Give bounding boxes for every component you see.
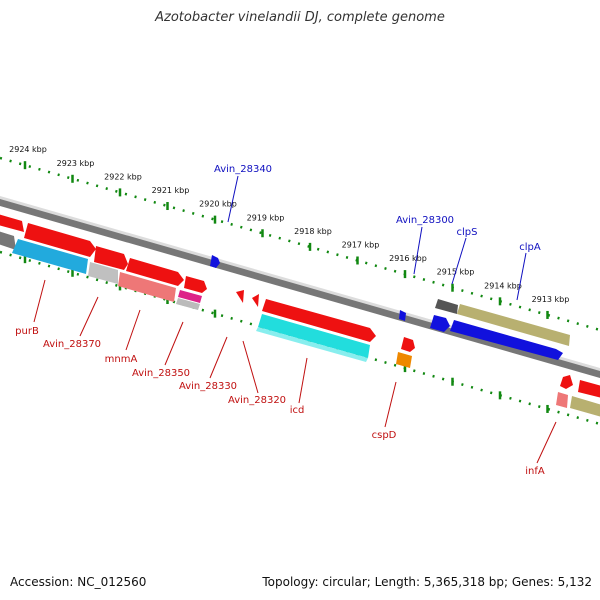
tick-label: 2914 kbp (484, 281, 522, 290)
cds-infa-upper (560, 375, 573, 389)
cds-icd-edge (256, 327, 368, 362)
cds-small-red-1 (236, 290, 244, 303)
reverse-gene-labels: purB Avin_28370 mnmA Avin_28350 Avin_283… (15, 326, 545, 477)
label-avin-28370: Avin_28370 (43, 339, 101, 350)
genome-summary-text: Topology: circular; Length: 5,365,318 bp… (262, 575, 592, 589)
tick-label: 2924 kbp (9, 145, 47, 154)
cds-28330-upper (184, 276, 207, 293)
forward-strand-genes (0, 214, 600, 398)
label-purb: purB (15, 326, 39, 337)
tick-label: 2920 kbp (199, 200, 237, 209)
label-avin-28320: Avin_28320 (228, 395, 286, 406)
cds-right-edge-lower (570, 396, 600, 417)
label-clpa: clpA (519, 242, 541, 253)
cds-icd-upper (262, 299, 376, 342)
tick-label: 2913 kbp (532, 295, 570, 304)
label-mnma: mnmA (105, 354, 138, 365)
label-icd: icd (290, 405, 305, 416)
cds-cspd (396, 352, 412, 368)
label-infa: infA (525, 466, 545, 477)
label-avin-28350: Avin_28350 (132, 368, 190, 379)
cds-icd (258, 314, 370, 358)
cds-mnma-upper (94, 246, 128, 270)
forward-leader-lines (227, 175, 527, 301)
cds-28350-lower (178, 290, 202, 303)
cds-28350-lower-b (176, 298, 200, 310)
cds-mnma (118, 272, 176, 302)
cds-purb (12, 239, 88, 274)
tick-label: 2923 kbp (57, 159, 95, 168)
cds-clpa (450, 320, 563, 360)
tick-label: 2921 kbp (152, 186, 190, 195)
label-avin-28340: Avin_28340 (214, 164, 272, 175)
tick-label: 2919 kbp (247, 213, 285, 222)
cds-clpa-upper (457, 304, 570, 346)
cds-cspd-upper (401, 337, 415, 352)
cds-right-edge-upper (578, 380, 600, 398)
tick-label: 2918 kbp (294, 227, 332, 236)
cds-28370-lower (88, 262, 118, 284)
label-avin-28300: Avin_28300 (396, 215, 454, 226)
cds-28370-upper (24, 223, 96, 257)
cds-infa (556, 392, 568, 408)
cds-clps-upper (435, 299, 458, 314)
cds-28350-upper (126, 258, 184, 286)
cds-left-upper (0, 214, 24, 232)
tick-label: 2917 kbp (342, 240, 380, 249)
reverse-leader-lines (33, 279, 557, 464)
page-title: Azotobacter vinelandii DJ, complete geno… (155, 10, 445, 25)
forward-gene-labels: Avin_28340 Avin_28300 clpS clpA (214, 164, 541, 253)
label-clps: clpS (457, 227, 478, 238)
label-avin-28330: Avin_28330 (179, 381, 237, 392)
cds-small-red-2 (252, 294, 259, 307)
cds-avin-28340 (210, 255, 220, 268)
tick-label: 2922 kbp (104, 172, 142, 181)
label-cspd: cspD (372, 430, 397, 441)
cds-avin-28300 (399, 310, 406, 321)
reverse-strand-genes (0, 231, 600, 417)
cds-clps (430, 315, 450, 332)
accession-text: Accession: NC_012560 (10, 575, 147, 589)
cds-left-lower (0, 231, 16, 250)
tick-label: 2916 kbp (389, 254, 427, 263)
